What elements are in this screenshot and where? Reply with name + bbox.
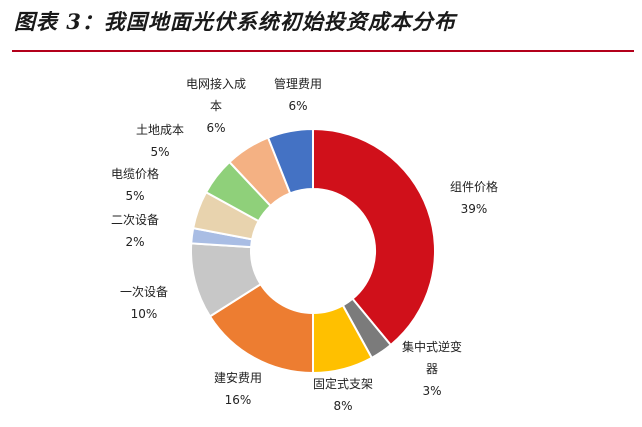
slice-name-label-0: 组件价格 bbox=[450, 179, 498, 194]
slice-name-label-5: 二次设备 bbox=[111, 213, 159, 227]
donut-slice-0 bbox=[312, 127, 436, 347]
slice-name-label-6: 电缆价格 bbox=[111, 166, 159, 181]
slice-name-label-8: 本 bbox=[210, 99, 222, 113]
slice-name-label-1: 器 bbox=[426, 362, 438, 376]
title-divider bbox=[12, 50, 634, 52]
slice-value-label-3: 16% bbox=[225, 393, 252, 407]
slice-name-label-1: 集中式逆变 bbox=[402, 339, 462, 354]
slice-value-label-0: 39% bbox=[461, 202, 488, 216]
slice-value-label-7: 5% bbox=[150, 145, 169, 159]
slice-value-label-1: 3% bbox=[422, 384, 441, 398]
slice-name-label-2: 固定式支架 bbox=[313, 376, 373, 391]
slice-value-label-4: 10% bbox=[131, 307, 158, 321]
chart-title: 图表 3：我国地面光伏系统初始投资成本分布 bbox=[14, 9, 456, 34]
slice-value-label-8: 6% bbox=[206, 121, 225, 135]
slice-value-label-9: 6% bbox=[288, 99, 307, 113]
slice-name-label-4: 一次设备 bbox=[120, 285, 168, 299]
donut-slice-9 bbox=[266, 127, 314, 195]
slice-value-label-5: 2% bbox=[125, 235, 144, 249]
donut-slices bbox=[190, 127, 436, 375]
slice-name-label-3: 建安费用 bbox=[214, 370, 262, 385]
slice-name-label-8: 电网接入成 bbox=[186, 76, 246, 91]
slice-name-label-7: 土地成本 bbox=[136, 123, 184, 137]
slice-name-label-9: 管理费用 bbox=[274, 76, 322, 91]
slice-value-label-6: 5% bbox=[125, 189, 144, 203]
slice-value-label-2: 8% bbox=[333, 399, 352, 413]
